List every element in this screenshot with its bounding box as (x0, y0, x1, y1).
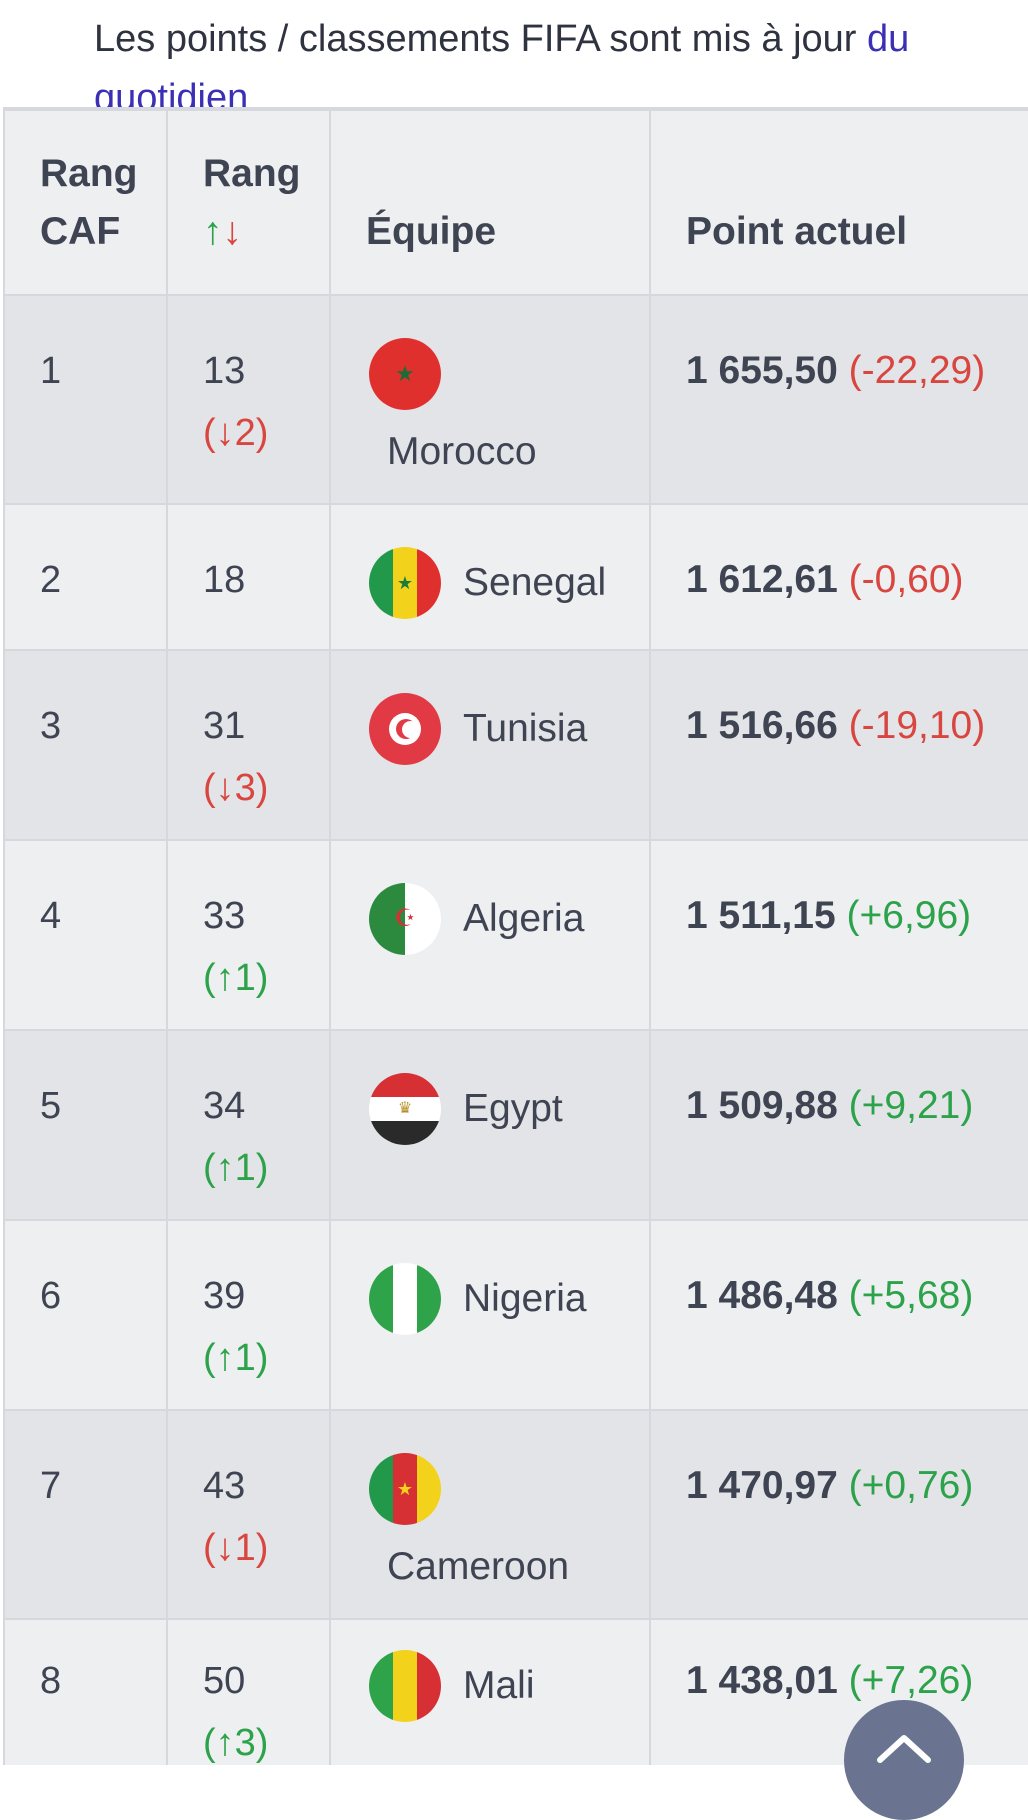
table-row[interactable]: 8 50 (↑3) Mali 1 438,01 (+7,26) (3, 1618, 1028, 1765)
team-cell: ★ Morocco (329, 294, 651, 505)
fifa-rank-cell: 50 (↑3) (166, 1618, 331, 1765)
rank-change: (↑1) (203, 1337, 269, 1379)
fifa-rank-cell: 18 (166, 503, 331, 651)
fifa-rank-cell: 43 (↓1) (166, 1409, 331, 1620)
chevron-up-icon (877, 1735, 931, 1763)
header-team[interactable]: Équipe (329, 109, 651, 296)
caf-rank-cell: 6 (3, 1219, 168, 1411)
caf-rank-cell: 1 (3, 294, 168, 505)
mali-flag-icon (369, 1650, 441, 1722)
rank-change: (↓2) (203, 412, 269, 454)
header-caf-rank[interactable]: Rang CAF (3, 109, 168, 296)
caf-rank-cell: 4 (3, 839, 168, 1031)
points-cell: 1 486,48 (+5,68) (649, 1219, 1028, 1411)
table-row[interactable]: 4 33 (↑1) ☪ Algeria 1 511,15 (+6,96) (3, 839, 1028, 1031)
points-cell: 1 612,61 (-0,60) (649, 503, 1028, 651)
rank-change: (↑3) (203, 1722, 269, 1764)
cameroon-flag-icon: ★ (369, 1453, 441, 1525)
table-row[interactable]: 6 39 (↑1) Nigeria 1 486,48 (+5,68) (3, 1219, 1028, 1411)
rank-change: (↑1) (203, 957, 269, 999)
table-row[interactable]: 2 18 ★ Senegal 1 612,61 (-0,60) (3, 503, 1028, 651)
table-header-row: Rang CAF Rang ↑↓ Équipe Point actuel (3, 109, 1028, 296)
morocco-flag-icon: ★ (369, 338, 441, 410)
fifa-rank-cell: 33 (↑1) (166, 839, 331, 1031)
fifa-rank-cell: 39 (↑1) (166, 1219, 331, 1411)
caf-rank-cell: 2 (3, 503, 168, 651)
team-cell: Mali (329, 1618, 651, 1765)
rank-change: (↓1) (203, 1527, 269, 1569)
points-cell: 1 511,15 (+6,96) (649, 839, 1028, 1031)
points-cell: 1 470,97 (+0,76) (649, 1409, 1028, 1620)
header-fifa-rank[interactable]: Rang ↑↓ (166, 109, 331, 296)
points-cell: 1 516,66 (-19,10) (649, 649, 1028, 841)
team-cell: Nigeria (329, 1219, 651, 1411)
fifa-rank-cell: 31 (↓3) (166, 649, 331, 841)
algeria-flag-icon: ☪ (369, 883, 441, 955)
table-row[interactable]: 3 31 (↓3) Tunisia 1 516,66 (-19,10) (3, 649, 1028, 841)
team-cell: ♛ Egypt (329, 1029, 651, 1221)
egypt-flag-icon: ♛ (369, 1073, 441, 1145)
team-cell: ☪ Algeria (329, 839, 651, 1031)
sort-down-icon[interactable]: ↓ (222, 209, 243, 253)
caf-rank-cell: 7 (3, 1409, 168, 1620)
caf-ranking-table: Rang CAF Rang ↑↓ Équipe Point actuel (3, 109, 1028, 1765)
table-row[interactable]: 1 13 (↓2) ★ Morocco 1 655,50 (-22,29) (3, 294, 1028, 505)
fifa-rank-cell: 13 (↓2) (166, 294, 331, 505)
fifa-rank-cell: 34 (↑1) (166, 1029, 331, 1221)
header-points[interactable]: Point actuel (649, 109, 1028, 296)
points-cell: 1 438,01 (+7,26) (649, 1618, 1028, 1765)
team-cell: Tunisia (329, 649, 651, 841)
team-cell: ★ Cameroon (329, 1409, 651, 1620)
scroll-to-top-button[interactable] (844, 1700, 964, 1820)
table-row[interactable]: 5 34 (↑1) ♛ Egypt 1 509,88 (+9,21) (3, 1029, 1028, 1221)
table-row[interactable]: 7 43 (↓1) ★ Cameroon 1 470,97 (+0,76) (3, 1409, 1028, 1620)
caf-rank-cell: 3 (3, 649, 168, 841)
caf-rank-cell: 5 (3, 1029, 168, 1221)
tunisia-flag-icon (369, 693, 441, 765)
team-cell: ★ Senegal (329, 503, 651, 651)
intro-text: Les points / classements FIFA sont mis à… (94, 18, 910, 119)
senegal-flag-icon: ★ (369, 547, 441, 619)
points-cell: 1 655,50 (-22,29) (649, 294, 1028, 505)
rank-change: (↑1) (203, 1147, 269, 1189)
caf-ranking-table-container: Rang CAF Rang ↑↓ Équipe Point actuel (3, 107, 1028, 1765)
nigeria-flag-icon (369, 1263, 441, 1335)
caf-rank-cell: 8 (3, 1618, 168, 1765)
points-cell: 1 509,88 (+9,21) (649, 1029, 1028, 1221)
sort-up-icon[interactable]: ↑ (203, 209, 223, 253)
rank-change: (↓3) (203, 767, 269, 809)
